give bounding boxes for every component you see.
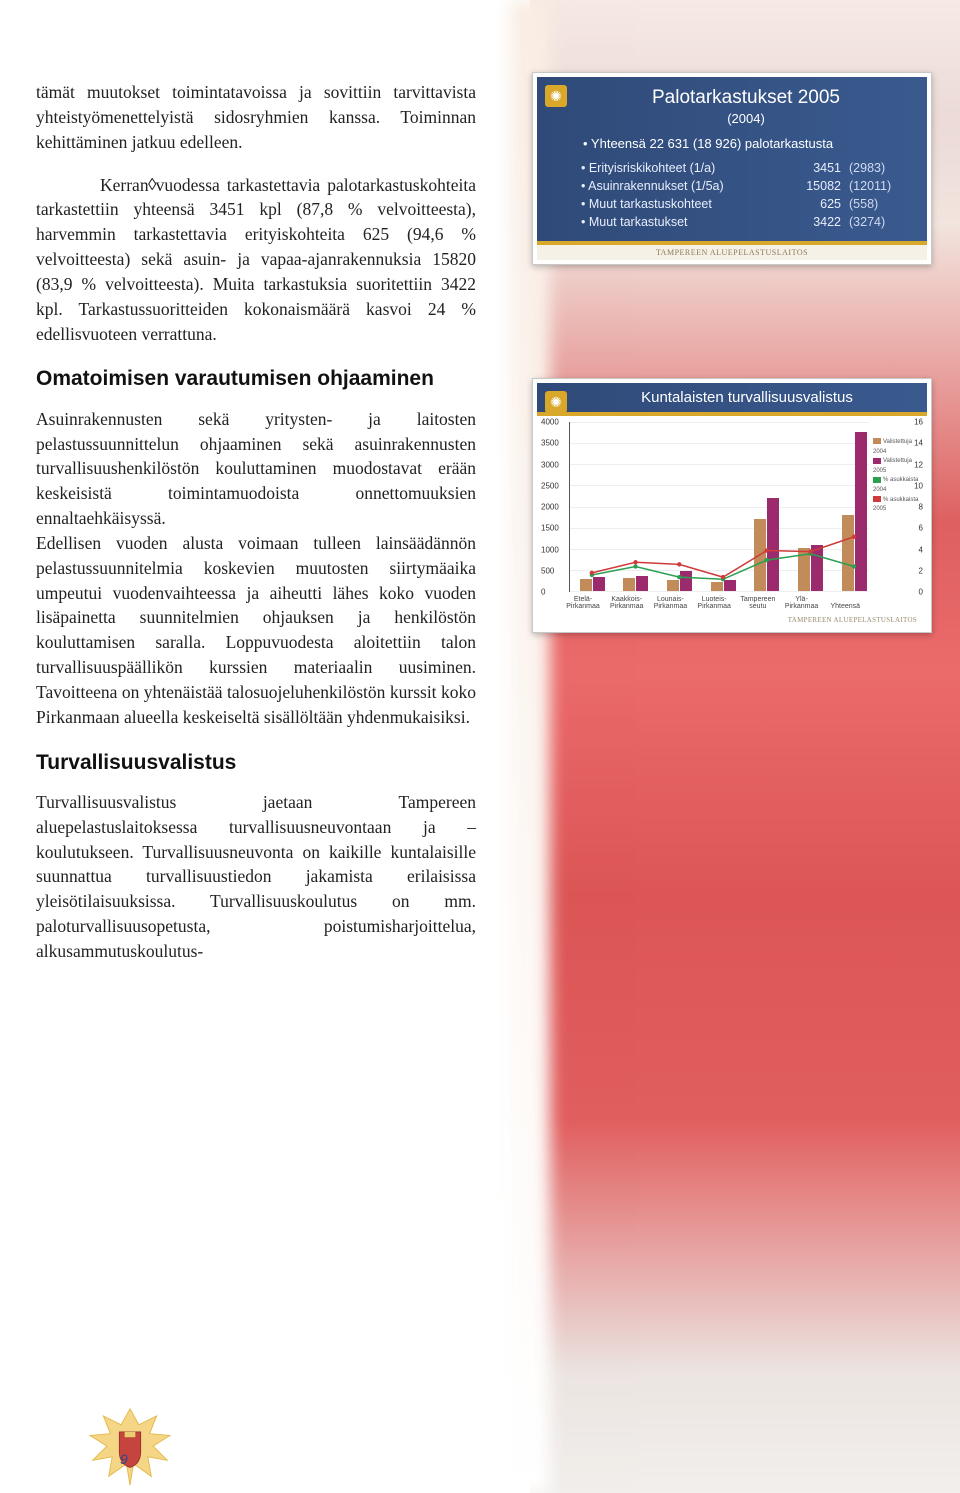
paragraph: Asuinrakennusten sekä yritysten- ja lait… [36,407,476,531]
slide-footer: TAMPEREEN ALUEPELASTUSLAITOS [537,245,927,260]
slide-header: ✺ Kuntalaisten turvallisuusvalistus [537,383,927,416]
table-row: • Muut tarkastuskohteet625(558) [577,195,915,213]
section-heading: Turvallisuusvalistus [36,750,476,776]
slide-turvallisuusvalistus: ✺ Kuntalaisten turvallisuusvalistus [532,378,932,633]
fire-badge-icon: ✺ [545,391,567,413]
paragraph: tämät muutokset toimintatavoissa ja sovi… [36,80,476,155]
body-text-column: tämät muutokset toimintatavoissa ja sovi… [36,80,476,964]
table-row: • Asuinrakennukset (1/5a)15082(12011) [577,177,915,195]
paragraph: Kerran vuodessa tarkastettavia palotarka… [36,173,476,347]
slide-summary: • Yhteensä 22 631 (18 926) palotarkastus… [583,136,915,151]
paragraph: Edellisen vuoden alusta voimaan tulleen … [36,531,476,730]
slide-subtitle: (2004) [577,111,915,126]
paragraph: Turvallisuusvalistus jaetaan Tampereen a… [36,790,476,964]
slide-footer: TAMPEREEN ALUEPELASTUSLAITOS [537,614,927,628]
slide-palotarkastukset: ✺ Palotarkastukset 2005 (2004) • Yhteens… [532,72,932,265]
fire-badge-icon: ✺ [545,85,567,107]
valistus-chart: 05001000150020002500300035004000 0246810… [537,416,927,614]
slide-header: ✺ Palotarkastukset 2005 (2004) • Yhteens… [537,77,927,245]
section-heading: Omatoimisen varautumisen ohjaaminen [36,366,476,392]
slide-title: Kuntalaisten turvallisuusvalistus [577,389,917,406]
inspection-table: • Erityisriskikohteet (1/a)3451(2983)• A… [577,159,915,231]
slide-title: Palotarkastukset 2005 [577,87,915,109]
crest-emblem-icon [82,1407,178,1487]
chart-legend: Valistettuja 2004Valistettuja 2005% asuk… [873,438,923,515]
page-number: 9 [120,1451,128,1467]
table-row: • Muut tarkastukset3422(3274) [577,213,915,231]
table-row: • Erityisriskikohteet (1/a)3451(2983) [577,159,915,177]
